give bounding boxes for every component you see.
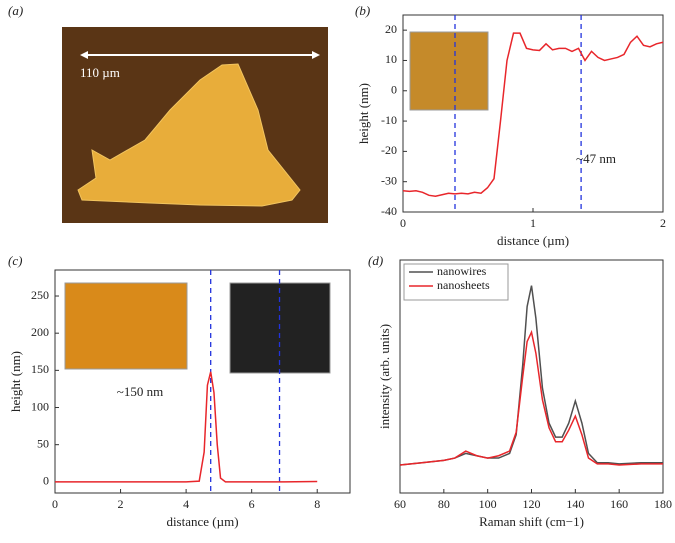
annotation: ~47 nm: [576, 151, 616, 166]
panel-label: (c): [8, 253, 22, 268]
x-axis-label: Raman shift (cm−1): [479, 514, 584, 529]
arrow-head: [80, 51, 88, 59]
x-tick-label: 0: [52, 497, 58, 511]
flake: [77, 63, 301, 207]
x-tick-label: 80: [438, 497, 450, 511]
y-axis-label: height (nm): [8, 351, 23, 412]
y-tick-label: -30: [381, 173, 397, 187]
x-tick-label: 120: [523, 497, 541, 511]
x-tick-label: 100: [479, 497, 497, 511]
x-tick-label: 8: [314, 497, 320, 511]
x-tick-label: 2: [660, 216, 666, 230]
y-axis-label: intensity (arb. units): [377, 324, 392, 429]
y-tick-label: 50: [37, 436, 49, 450]
inset-image: [64, 282, 188, 370]
panel-label: (a): [8, 3, 23, 18]
plot-frame: [54, 269, 351, 494]
data-line: [55, 371, 318, 483]
panel-label: (d): [368, 253, 383, 268]
y-axis-label: height (nm): [356, 83, 371, 144]
x-axis-label: distance (µm): [497, 233, 569, 248]
y-tick-label: 150: [31, 362, 49, 376]
legend-label: nanowires: [437, 264, 487, 278]
legend-box: [403, 263, 509, 301]
x-axis-label: distance (µm): [166, 514, 238, 529]
x-tick-label: 2: [118, 497, 124, 511]
panel-label: (b): [355, 3, 370, 18]
y-tick-label: -40: [381, 204, 397, 218]
y-tick-label: 250: [31, 288, 49, 302]
x-tick-label: 140: [566, 497, 584, 511]
y-tick-label: 20: [385, 22, 397, 36]
x-tick-label: 160: [610, 497, 628, 511]
x-tick-label: 180: [654, 497, 672, 511]
inset-image: [409, 31, 489, 111]
annotation: ~150 nm: [117, 384, 163, 399]
y-tick-label: -10: [381, 113, 397, 127]
data-line: [399, 329, 663, 466]
x-tick-label: 1: [530, 216, 536, 230]
y-tick-label: -20: [381, 143, 397, 157]
legend-label: nanosheets: [437, 278, 490, 292]
x-tick-label: 4: [183, 497, 189, 511]
x-tick-label: 6: [249, 497, 255, 511]
scale-text: 110 µm: [80, 65, 120, 80]
arrow-head: [312, 51, 320, 59]
y-tick-label: 10: [385, 52, 397, 66]
y-tick-label: 200: [31, 325, 49, 339]
data-line: [402, 32, 664, 198]
x-tick-label: 60: [394, 497, 406, 511]
y-tick-label: 100: [31, 399, 49, 413]
y-tick-label: 0: [391, 83, 397, 97]
data-line: [399, 285, 663, 466]
y-tick-label: 0: [43, 474, 49, 488]
x-tick-label: 0: [400, 216, 406, 230]
